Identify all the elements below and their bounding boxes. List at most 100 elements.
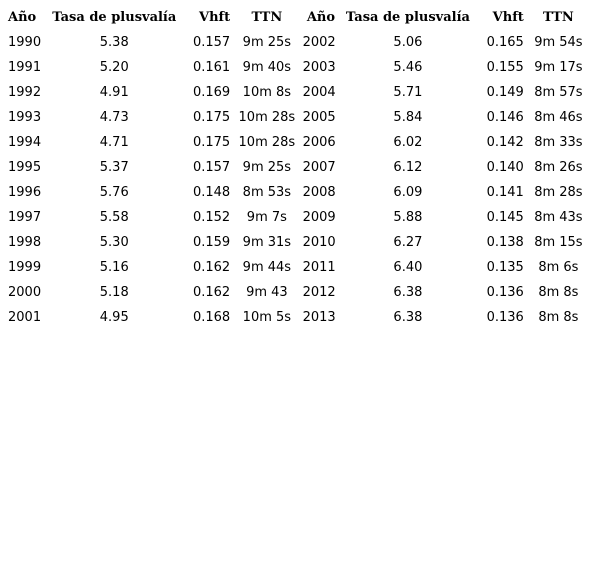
ttn-cell: 8m 53s	[242, 185, 292, 200]
year-cell: 1997	[8, 210, 42, 225]
rate-cell-2: 6.12	[393, 160, 423, 175]
header-year-2: Año	[306, 10, 336, 25]
ttn-cell-2: 8m 15s	[534, 235, 583, 250]
year-cell-2: 2003	[302, 60, 336, 75]
table-row: 2001 4.95 0.168 10m 5s 2013 6.38 0.136 8m 8s	[4, 305, 589, 330]
vhft-cell: 0.157	[192, 160, 231, 175]
year-cell-2: 2004	[302, 85, 336, 100]
rate-cell-2: 5.06	[393, 35, 423, 50]
ttn-cell-2: 8m 33s	[534, 135, 583, 150]
ttn-cell: 10m 28s	[238, 135, 296, 150]
vhft-cell-2: 0.165	[486, 35, 524, 50]
rate-cell: 5.30	[99, 235, 129, 250]
rate-cell: 5.18	[99, 285, 129, 300]
year-cell-2: 2009	[302, 210, 336, 225]
ttn-cell: 10m 8s	[242, 85, 292, 100]
year-cell: 1998	[8, 235, 42, 250]
rate-cell-2: 5.46	[393, 60, 423, 75]
ttn-cell: 9m 25s	[242, 160, 292, 175]
vhft-cell: 0.175	[192, 135, 231, 150]
ttn-cell-2: 8m 43s	[534, 210, 583, 225]
header-year: Año	[8, 10, 37, 25]
table-row: 1994 4.71 0.175 10m 28s 2006 6.02 0.142 8m 33s	[4, 130, 589, 155]
year-cell-2: 2005	[302, 110, 336, 125]
vhft-cell-2: 0.142	[486, 135, 524, 150]
year-cell-2: 2002	[302, 35, 336, 50]
year-cell-2: 2013	[302, 310, 336, 325]
year-cell-2: 2007	[302, 160, 336, 175]
ttn-cell-2: 8m 26s	[534, 160, 583, 175]
rate-cell-2: 6.38	[393, 285, 423, 300]
vhft-cell: 0.157	[192, 35, 231, 50]
rate-cell: 5.16	[99, 260, 129, 275]
rate-cell-2: 6.09	[393, 185, 423, 200]
rate-cell-2: 6.38	[393, 310, 423, 325]
ttn-cell: 10m 28s	[238, 110, 296, 125]
header-vhft: Vhft	[199, 10, 231, 25]
ttn-cell-2: 9m 17s	[534, 60, 583, 75]
vhft-cell-2: 0.155	[486, 60, 524, 75]
ttn-cell: 9m 25s	[242, 35, 292, 50]
rate-cell-2: 6.02	[393, 135, 423, 150]
table-row: 1999 5.16 0.162 9m 44s 2011 6.40 0.135 8m 6s	[4, 255, 589, 280]
vhft-cell: 0.148	[192, 185, 231, 200]
ttn-cell-2: 8m 6s	[538, 260, 579, 275]
rate-cell-2: 5.84	[393, 110, 423, 125]
year-cell: 1991	[8, 60, 42, 75]
vhft-cell-2: 0.138	[486, 235, 524, 250]
vhft-cell: 0.169	[192, 85, 231, 100]
ttn-cell: 9m 31s	[242, 235, 292, 250]
ttn-cell: 9m 7s	[246, 210, 287, 225]
header-row: Año Tasa de plusvalía Vhft TTN Año Tasa …	[4, 5, 589, 30]
table-row: 1996 5.76 0.148 8m 53s 2008 6.09 0.141 8m 28s	[4, 180, 589, 205]
table-row: 1995 5.37 0.157 9m 25s 2007 6.12 0.140 8m 26s	[4, 155, 589, 180]
year-cell: 2000	[8, 285, 42, 300]
vhft-cell: 0.162	[192, 285, 231, 300]
year-cell: 1990	[8, 35, 42, 50]
year-cell: 1993	[8, 110, 42, 125]
header-rate-2: Tasa de plusvalía	[345, 10, 470, 25]
ttn-cell-2: 8m 46s	[534, 110, 583, 125]
ttn-cell-2: 8m 8s	[538, 285, 579, 300]
year-cell-2: 2008	[302, 185, 336, 200]
vhft-cell-2: 0.145	[486, 210, 524, 225]
vhft-cell-2: 0.149	[486, 85, 524, 100]
header-ttn: TTN	[251, 10, 283, 25]
vhft-cell: 0.159	[192, 235, 231, 250]
ttn-cell: 10m 5s	[242, 310, 292, 325]
rate-cell: 4.95	[99, 310, 129, 325]
vhft-cell: 0.175	[192, 110, 231, 125]
year-cell-2: 2011	[302, 260, 336, 275]
year-cell-2: 2006	[302, 135, 336, 150]
ttn-cell: 9m 44s	[242, 260, 292, 275]
year-cell: 1995	[8, 160, 42, 175]
ttn-cell: 9m 43	[246, 285, 288, 300]
table-row: 1997 5.58 0.152 9m 7s 2009 5.88 0.145 8m 43s	[4, 205, 589, 230]
rate-cell: 5.37	[99, 160, 129, 175]
table-row: 1993 4.73 0.175 10m 28s 2005 5.84 0.146 8m 46s	[4, 105, 589, 130]
rate-cell: 5.38	[99, 35, 129, 50]
year-cell: 1999	[8, 260, 42, 275]
vhft-cell-2: 0.146	[486, 110, 524, 125]
header-vhft-2: Vhft	[492, 10, 524, 25]
table-row: 1991 5.20 0.161 9m 40s 2003 5.46 0.155 9m 17s	[4, 55, 589, 80]
year-cell: 1996	[8, 185, 42, 200]
header-ttn-2: TTN	[543, 10, 574, 25]
rate-cell: 4.91	[99, 85, 129, 100]
table-row: 2000 5.18 0.162 9m 43 2012 6.38 0.136 8m 8s	[4, 280, 589, 305]
vhft-cell-2: 0.136	[486, 285, 524, 300]
vhft-cell-2: 0.140	[486, 160, 524, 175]
header-rate: Tasa de plusvalía	[52, 10, 177, 25]
table-row: 1998 5.30 0.159 9m 31s 2010 6.27 0.138 8m 15s	[4, 230, 589, 255]
year-cell: 2001	[8, 310, 42, 325]
rate-cell: 5.58	[99, 210, 129, 225]
vhft-cell: 0.162	[192, 260, 231, 275]
ttn-cell-2: 8m 57s	[534, 85, 583, 100]
ttn-cell: 9m 40s	[242, 60, 292, 75]
year-cell-2: 2010	[302, 235, 336, 250]
data-table: Año Tasa de plusvalía Vhft TTN Año Tasa …	[4, 5, 589, 330]
ttn-cell-2: 8m 28s	[534, 185, 583, 200]
vhft-cell: 0.152	[192, 210, 231, 225]
vhft-cell-2: 0.136	[486, 310, 524, 325]
rate-cell: 5.20	[99, 60, 129, 75]
